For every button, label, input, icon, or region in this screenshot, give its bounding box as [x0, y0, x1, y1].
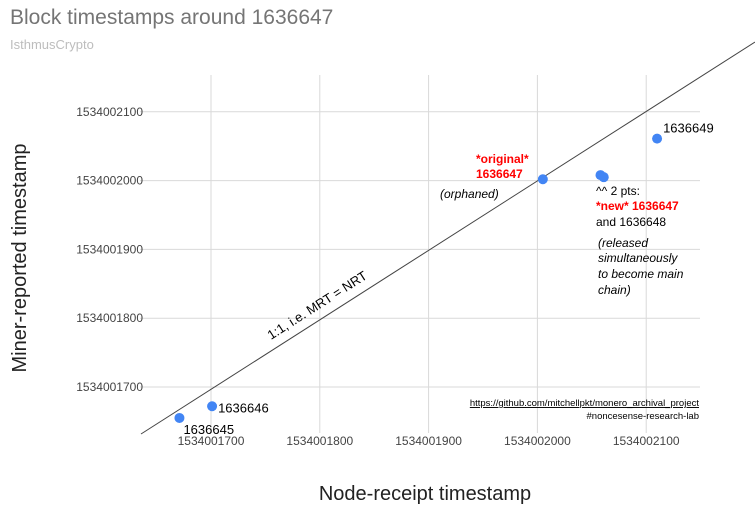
chart-subtitle: IsthmusCrypto: [10, 37, 94, 52]
x-tick-label: 1534001800: [286, 434, 353, 448]
reference-line: [140, 41, 755, 435]
y-tick-label: 1534001800: [76, 311, 143, 325]
annotation-orphaned: (orphaned): [440, 187, 499, 201]
tick-labels: 1534001700 1534001800 1534001900 1534002000…: [76, 105, 680, 448]
annotation-released-line-3: to become main: [598, 267, 684, 281]
x-tick-label: 1534002100: [613, 434, 680, 448]
annotation-original-number: 1636647: [476, 167, 523, 181]
annotation-and-block: and 1636648: [596, 215, 666, 229]
annotations: *original* 1636647 (orphaned) ^^ 2 pts: …: [440, 152, 699, 422]
y-tick-label: 1534002000: [76, 174, 143, 188]
annotation-released-line-4: chain): [598, 283, 631, 297]
source-link[interactable]: https://github.com/mitchellpkt/monero_ar…: [470, 398, 700, 409]
reference-line-label: 1:1, i.e. MRT = NRT: [265, 268, 370, 343]
data-label: 1636646: [218, 400, 269, 415]
annotation-original-label: *original*: [476, 152, 529, 166]
annotation-new-block: *new* 1636647: [596, 199, 679, 213]
y-tick-label: 1534002100: [76, 105, 143, 119]
point-labels: 1636645 1636646 1636649: [183, 121, 713, 437]
data-point: [537, 174, 548, 185]
x-axis-title: Node-receipt timestamp: [319, 483, 531, 505]
y-tick-label: 1534001900: [76, 242, 143, 256]
data-point: [207, 401, 218, 412]
data-point: [174, 412, 185, 423]
data-points: [174, 133, 663, 423]
x-tick-label: 1534002000: [504, 434, 571, 448]
annotation-two-points: ^^ 2 pts:: [596, 184, 640, 198]
annotation-released-line-2: simultaneously: [598, 251, 678, 265]
data-point: [652, 133, 663, 144]
reference-line-group: 1:1, i.e. MRT = NRT: [140, 41, 755, 435]
x-tick-label: 1534001700: [178, 434, 245, 448]
grid: [140, 75, 700, 433]
research-hashtag: #noncesense-research-lab: [587, 411, 699, 422]
data-label: 1636649: [663, 121, 714, 136]
y-axis-title: Miner-reported timestamp: [9, 144, 31, 373]
data-point: [598, 172, 609, 183]
data-label: 1636645: [183, 422, 234, 437]
x-tick-label: 1534001900: [395, 434, 462, 448]
chart-title: Block timestamps around 1636647: [10, 6, 334, 29]
annotation-released-line-1: (released: [598, 236, 648, 250]
y-tick-label: 1534001700: [76, 380, 143, 394]
